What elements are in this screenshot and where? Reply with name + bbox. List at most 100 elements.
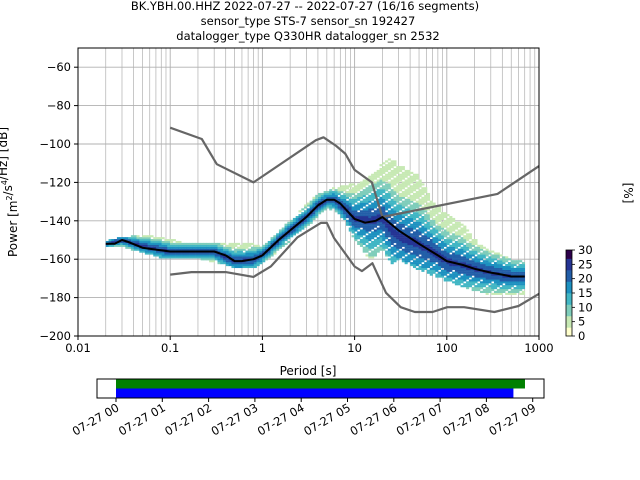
density-cell [228, 250, 232, 253]
density-cell [175, 246, 179, 249]
density-cell [407, 187, 411, 190]
density-cell [435, 235, 439, 238]
colorbar-tick-label: 5 [578, 315, 585, 329]
density-cell [387, 210, 391, 213]
density-cell [368, 177, 372, 180]
density-cell [256, 254, 260, 257]
density-cell [466, 285, 470, 288]
density-cell [407, 250, 411, 253]
density-cell [290, 221, 294, 224]
density-cell [304, 217, 308, 221]
density-cell [337, 187, 341, 190]
density-cell [443, 229, 447, 232]
density-cell [435, 231, 439, 234]
density-cell [239, 264, 243, 267]
density-cell [206, 242, 210, 245]
density-cell [164, 239, 168, 242]
density-cell [488, 279, 492, 282]
density-cell [415, 210, 419, 213]
density-cell [237, 248, 241, 251]
density-cell [493, 292, 498, 295]
density-cell [491, 275, 495, 278]
density-cell [480, 277, 484, 280]
density-cell [270, 250, 274, 253]
density-cell [359, 183, 364, 186]
density-cell [200, 254, 204, 257]
density-cell [457, 258, 461, 261]
density-cell [393, 246, 397, 249]
density-cell [412, 204, 417, 207]
density-cell [429, 204, 433, 207]
density-cell [393, 171, 397, 174]
density-cell [382, 214, 386, 217]
density-cell [348, 229, 352, 232]
density-cell [206, 246, 210, 249]
density-cell [382, 227, 386, 230]
density-cell [371, 250, 375, 253]
density-cell [253, 264, 257, 267]
density-cell [488, 258, 492, 261]
density-cell [385, 164, 389, 167]
density-cell [382, 185, 386, 188]
density-cell [373, 221, 377, 224]
colorbar-swatch [566, 290, 572, 294]
density-cell [421, 221, 425, 224]
density-cell [502, 256, 506, 259]
density-cell [298, 225, 302, 228]
density-cell [237, 265, 241, 269]
density-cell [404, 173, 408, 176]
density-cell [421, 237, 425, 240]
density-cell [460, 250, 464, 253]
density-cell [373, 229, 377, 232]
density-cell [348, 210, 352, 213]
density-cell [181, 246, 185, 249]
density-cell [357, 223, 361, 226]
density-cell [432, 210, 436, 213]
density-cell [376, 194, 380, 197]
density-cell [186, 254, 190, 257]
density-cell [362, 194, 366, 197]
density-cell [343, 196, 347, 199]
density-cell [521, 285, 526, 288]
density-cell [147, 242, 151, 245]
density-cell [298, 216, 302, 219]
density-cell [348, 200, 352, 203]
density-cell [396, 204, 400, 207]
density-cell [351, 210, 355, 213]
density-cell [354, 229, 358, 232]
density-cell [365, 231, 369, 234]
density-cell [312, 202, 316, 205]
density-cell [474, 277, 478, 280]
density-cell [371, 173, 375, 176]
density-cell [482, 279, 486, 282]
density-cell [457, 252, 461, 255]
density-cell [359, 202, 364, 205]
density-cell [407, 216, 411, 219]
density-cell [295, 219, 299, 222]
density-cell [318, 204, 322, 207]
density-cell [474, 239, 478, 242]
density-cell [415, 239, 419, 242]
density-cell [485, 250, 489, 253]
density-cell [440, 237, 445, 240]
density-cell [122, 242, 126, 245]
density-cell [379, 239, 383, 242]
density-cell [435, 256, 439, 259]
density-cell [452, 217, 456, 221]
density-cell [245, 252, 249, 255]
density-cell [320, 192, 324, 196]
density-cell [270, 246, 274, 249]
density-cell [385, 240, 389, 244]
density-cell [318, 210, 322, 213]
density-cell [446, 246, 450, 249]
density-cell [200, 252, 204, 255]
density-cell [178, 242, 182, 245]
density-cell [474, 288, 478, 292]
density-cell [183, 256, 188, 259]
density-cell [169, 248, 174, 251]
density-cell [432, 260, 436, 263]
density-cell [415, 196, 419, 199]
density-cell [421, 200, 425, 203]
density-cell [510, 265, 514, 269]
density-cell [393, 233, 397, 236]
